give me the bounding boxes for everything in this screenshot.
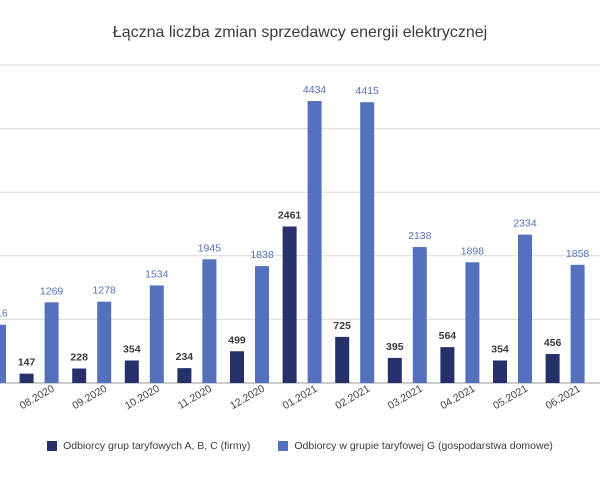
data-label-households: 916	[0, 308, 8, 320]
bar-firms	[230, 351, 244, 383]
x-tick-label: 03.2021	[386, 383, 425, 412]
legend-label-firms: Odbiorcy grup taryfowych A, B, C (firmy)	[63, 440, 251, 452]
chart-title: Łączna liczba zmian sprzedawcy energii e…	[112, 24, 488, 41]
x-tick-label: 08.2020	[18, 383, 57, 412]
x-tick-label: 09.2020	[70, 383, 109, 412]
bar-households	[412, 247, 427, 383]
data-label-households: 1269	[40, 285, 64, 297]
data-label-firms: 2461	[278, 209, 302, 221]
bar-households	[570, 264, 585, 383]
x-tick-label: 12.2020	[228, 383, 267, 412]
bar-firms	[19, 373, 34, 383]
legend-swatch-households	[278, 441, 289, 451]
legend-swatch-firms	[47, 441, 58, 451]
bar-firms	[177, 368, 192, 383]
chart-legend: Odbiorcy grup taryfowych A, B, C (firmy)…	[0, 440, 600, 452]
legend-item-firms[interactable]: Odbiorcy grup taryfowych A, B, C (firmy)	[47, 440, 250, 452]
data-label-firms: 456	[544, 337, 562, 349]
x-tick-label: 11.2020	[176, 383, 214, 412]
x-tick-label: 04.2021	[438, 383, 477, 412]
bar-firms	[282, 226, 297, 383]
bar-households	[202, 259, 217, 383]
data-label-households: 1945	[198, 242, 222, 254]
bar-households	[465, 262, 480, 383]
data-label-households: 2138	[408, 230, 432, 242]
bar-households	[44, 302, 59, 383]
data-label-households: 1534	[145, 268, 169, 280]
data-label-households: 2334	[513, 218, 537, 230]
data-label-firms: 499	[228, 334, 246, 346]
x-tick-label: 10.2020	[123, 383, 162, 412]
x-tick-label: 02.2021	[333, 383, 372, 412]
bar-households	[307, 100, 322, 384]
data-label-households: 1898	[461, 245, 485, 257]
bar-firms	[387, 357, 402, 383]
bar-households	[360, 102, 375, 384]
data-label-households: 1858	[566, 248, 590, 260]
data-label-firms: 395	[386, 341, 404, 353]
bar-households	[0, 324, 6, 383]
data-label-firms: 564	[439, 330, 457, 342]
bar-firms	[440, 347, 455, 383]
data-label-households: 1278	[93, 285, 117, 297]
bar-households	[97, 301, 112, 383]
bar-firms	[124, 360, 139, 383]
data-label-households: 1838	[250, 249, 274, 261]
legend-item-households[interactable]: Odbiorcy w grupie taryfowej G (gospodars…	[278, 440, 553, 452]
bar-households	[255, 266, 269, 383]
data-label-firms: 228	[70, 351, 88, 363]
x-tick-label: 06.2021	[544, 383, 583, 412]
bar-households	[149, 285, 164, 383]
bar-firms	[493, 360, 507, 383]
data-label-households: 4415	[356, 85, 380, 97]
legend-label-households: Odbiorcy w grupie taryfowej G (gospodars…	[294, 440, 553, 452]
data-label-households: 4434	[303, 84, 327, 96]
bar-firms	[72, 368, 87, 383]
data-label-firms: 725	[333, 320, 351, 332]
x-tick-label: 01.2021	[281, 383, 320, 412]
bar-households	[518, 234, 532, 383]
bar-firms	[545, 353, 560, 383]
data-label-firms: 234	[176, 351, 194, 363]
data-label-firms: 147	[18, 357, 36, 369]
bar-firms	[335, 336, 350, 383]
data-label-firms: 354	[491, 343, 509, 355]
x-tick-label: 05.2021	[491, 383, 530, 412]
data-label-firms: 354	[123, 343, 141, 355]
